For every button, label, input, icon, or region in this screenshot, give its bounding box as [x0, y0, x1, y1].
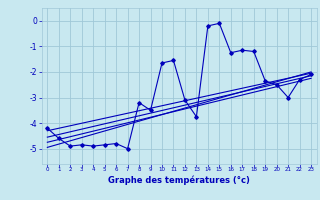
X-axis label: Graphe des températures (°c): Graphe des températures (°c) — [108, 175, 250, 185]
